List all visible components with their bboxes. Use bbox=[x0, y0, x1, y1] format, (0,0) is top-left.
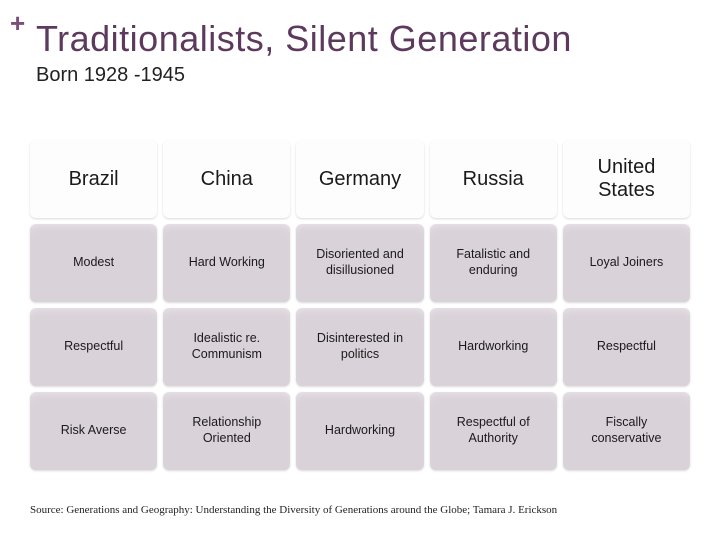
page-subtitle: Born 1928 -1945 bbox=[36, 64, 185, 87]
grid-column: RussiaFatalistic and enduringHardworking… bbox=[430, 140, 557, 470]
plus-icon: + bbox=[10, 8, 25, 39]
data-cell: Loyal Joiners bbox=[563, 224, 690, 302]
data-cell: Fatalistic and enduring bbox=[430, 224, 557, 302]
data-cell: Modest bbox=[30, 224, 157, 302]
data-cell: Hardworking bbox=[430, 308, 557, 386]
data-cell: Respectful bbox=[563, 308, 690, 386]
data-cell: Idealistic re. Communism bbox=[163, 308, 290, 386]
data-cell: Hard Working bbox=[163, 224, 290, 302]
grid-column: ChinaHard WorkingIdealistic re. Communis… bbox=[163, 140, 290, 470]
column-header: Brazil bbox=[30, 140, 157, 218]
column-header: United States bbox=[563, 140, 690, 218]
column-header: China bbox=[163, 140, 290, 218]
data-cell: Risk Averse bbox=[30, 392, 157, 470]
data-cell: Disoriented and disillusioned bbox=[296, 224, 423, 302]
data-cell: Hardworking bbox=[296, 392, 423, 470]
column-header: Russia bbox=[430, 140, 557, 218]
data-cell: Respectful bbox=[30, 308, 157, 386]
source-citation: Source: Generations and Geography: Under… bbox=[30, 504, 557, 516]
grid-column: BrazilModestRespectfulRisk Averse bbox=[30, 140, 157, 470]
data-cell: Respectful of Authority bbox=[430, 392, 557, 470]
grid-column: United StatesLoyal JoinersRespectfulFisc… bbox=[563, 140, 690, 470]
data-cell: Fiscally conservative bbox=[563, 392, 690, 470]
grid-column: GermanyDisoriented and disillusionedDisi… bbox=[296, 140, 423, 470]
column-header: Germany bbox=[296, 140, 423, 218]
data-cell: Disinterested in politics bbox=[296, 308, 423, 386]
page-title: Traditionalists, Silent Generation bbox=[36, 18, 572, 60]
comparison-grid: BrazilModestRespectfulRisk AverseChinaHa… bbox=[30, 140, 690, 470]
data-cell: Relationship Oriented bbox=[163, 392, 290, 470]
